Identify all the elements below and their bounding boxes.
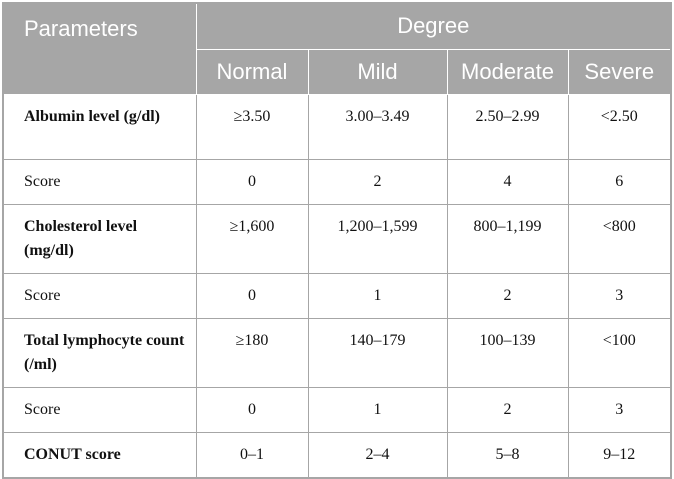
cell: 2–4 (307, 431, 448, 478)
cell: 1,200–1,599 (307, 203, 448, 274)
table-row: CONUT score 0–1 2–4 5–8 9–12 (2, 431, 672, 478)
table-row: Score 0 1 2 3 (2, 272, 672, 319)
cell: 2 (446, 386, 569, 433)
cell: <2.50 (567, 93, 672, 160)
header-row: Normal Mild Moderate Severe (3, 48, 672, 95)
column-header: Moderate (446, 48, 569, 95)
cell: 2.50–2.99 (446, 93, 569, 160)
cell: 0 (195, 158, 309, 205)
table-row: Score 0 1 2 3 (2, 386, 672, 433)
column-header: Severe (567, 48, 672, 95)
row-label: Albumin level (g/dl) (2, 93, 197, 160)
table-row: Albumin level (g/dl) ≥3.50 3.00–3.49 2.50–2… (2, 93, 672, 160)
row-label: CONUT score (2, 431, 197, 478)
cell: ≥180 (195, 317, 309, 388)
column-header: Mild (307, 48, 448, 95)
cell: ≥1,600 (195, 203, 309, 274)
row-label: Total lymphocyte count (/ml) (2, 317, 197, 388)
table-row: Total lymphocyte count (/ml) ≥180 140–179 1… (2, 317, 672, 388)
cell: 1 (307, 272, 448, 319)
cell: 3 (567, 272, 672, 319)
cell: 3 (567, 386, 672, 433)
row-label: Score (2, 272, 197, 319)
cell: 5–8 (446, 431, 569, 478)
cell: 100–139 (446, 317, 569, 388)
table-head: Parameters Degree Normal Mild Moderate Seve… (2, 2, 672, 95)
cell: ≥3.50 (195, 93, 309, 160)
row-label: Score (2, 386, 197, 433)
cell: 140–179 (307, 317, 448, 388)
table-row: Score 0 2 4 6 (2, 158, 672, 205)
cell: 1 (307, 386, 448, 433)
cell: 2 (446, 272, 569, 319)
header-row: Parameters Degree (2, 2, 672, 95)
cell: <800 (567, 203, 672, 274)
cell: <100 (567, 317, 672, 388)
cell: 2 (307, 158, 448, 205)
column-header: Normal (195, 48, 309, 95)
cell: 0 (195, 386, 309, 433)
table-row: Cholesterol level (mg/dl) ≥1,600 1,200–1,5… (2, 203, 672, 274)
cell: 3.00–3.49 (307, 93, 448, 160)
row-label: Score (2, 158, 197, 205)
header-group: Degree (195, 2, 672, 50)
header-title: Parameters (2, 2, 197, 95)
table-body: Albumin level (g/dl) ≥3.50 3.00–3.49 2.50–2… (2, 93, 672, 478)
cell: 800–1,199 (446, 203, 569, 274)
cell: 0–1 (195, 431, 309, 478)
cell: 6 (567, 158, 672, 205)
cell: 4 (446, 158, 569, 205)
cell: 0 (195, 272, 309, 319)
row-label: Cholesterol level (mg/dl) (2, 203, 197, 274)
cell: 9–12 (567, 431, 672, 478)
